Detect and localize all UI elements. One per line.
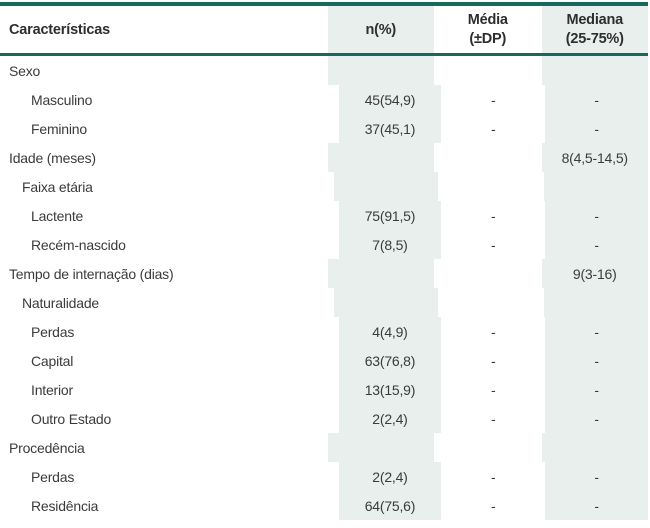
cell-media: - (491, 323, 496, 340)
row-label: Feminino (31, 120, 87, 137)
cell-media: - (491, 120, 496, 137)
header-mediana-line2: (25-75%) (565, 30, 624, 47)
row-label: Lactente (31, 207, 84, 224)
row-label: Outro Estado (31, 410, 112, 427)
table-row-perdas-procedencia: Perdas 2(2,4) - - (0, 462, 648, 491)
cell-media (434, 259, 541, 288)
cell-media: - (491, 468, 496, 485)
cell-n: 2(2,4) (338, 462, 442, 491)
cell-n (334, 172, 439, 201)
row-label: Procedência (9, 439, 85, 456)
cell-mediana: - (545, 317, 648, 346)
table-row-tempo-internacao: Tempo de internação (dias) 9(3-16) (0, 259, 648, 288)
cell-mediana: - (545, 230, 648, 259)
header-media-line2: (±DP) (469, 30, 507, 47)
table-row-lactente: Lactente 75(91,5) - - (0, 201, 648, 230)
cell-mediana: - (545, 462, 648, 491)
header-mediana-line1: Mediana (566, 12, 624, 29)
table-row-perdas-naturalidade: Perdas 4(4,9) - - (0, 317, 648, 346)
header-caracteristicas: Características (9, 21, 110, 38)
header-media-dp: Média (±DP) (434, 6, 541, 53)
cell-n: 75(91,5) (338, 201, 442, 230)
row-label: Residência (31, 497, 99, 514)
cell-n: 63(76,8) (338, 346, 442, 375)
table-row-outro-estado: Outro Estado 2(2,4) - - (0, 404, 648, 433)
table-row-faixa-etaria: Faixa etária (0, 172, 648, 201)
table-row-naturalidade: Naturalidade (0, 288, 648, 317)
row-label: Tempo de internação (dias) (9, 265, 174, 282)
cell-n: 45(54,9) (338, 85, 442, 114)
row-label: Masculino (31, 91, 93, 108)
cell-n: 7(8,5) (338, 230, 442, 259)
cell-media: - (491, 497, 496, 514)
row-label: Perdas (31, 468, 75, 485)
cell-n: 2(2,4) (338, 404, 442, 433)
row-label: Capital (31, 352, 74, 369)
cell-mediana (543, 172, 648, 201)
table-row-residencia: Residência 64(75,6) - - (0, 491, 648, 520)
cell-media: - (491, 381, 496, 398)
table-row-masculino: Masculino 45(54,9) - - (0, 85, 648, 114)
header-mediana: Mediana (25-75%) (541, 6, 648, 53)
cell-mediana: 8(4,5-14,5) (541, 143, 648, 172)
table-body: Sexo Masculino 45(54,9) - - Feminino 37(… (0, 56, 650, 520)
header-n-percent: n(%) (327, 6, 435, 53)
cell-n (327, 56, 435, 85)
cell-media: - (491, 410, 496, 427)
cell-n (334, 288, 439, 317)
table-row-capital: Capital 63(76,8) - - (0, 346, 648, 375)
table-row-interior: Interior 13(15,9) - - (0, 375, 648, 404)
cell-media (438, 288, 543, 317)
cell-n (327, 433, 435, 462)
cell-mediana (543, 288, 648, 317)
cell-media: - (491, 352, 496, 369)
cell-mediana: - (545, 85, 648, 114)
header-divider-rule (0, 53, 648, 56)
cell-n: 13(15,9) (338, 375, 442, 404)
cell-n: 37(45,1) (338, 114, 442, 143)
cell-mediana (541, 56, 648, 85)
row-label: Idade (meses) (9, 149, 96, 166)
row-label: Faixa etária (22, 178, 93, 195)
row-label: Perdas (31, 323, 75, 340)
cell-n (327, 143, 435, 172)
table-row-sexo: Sexo (0, 56, 648, 85)
cell-media: - (491, 91, 496, 108)
cell-n: 64(75,6) (338, 491, 442, 520)
top-rule (0, 2, 648, 6)
row-label: Interior (31, 381, 73, 398)
cell-media (434, 143, 541, 172)
cell-mediana (541, 433, 648, 462)
cell-media (434, 433, 541, 462)
cell-mediana: 9(3-16) (541, 259, 648, 288)
table-row-procedencia: Procedência (0, 433, 648, 462)
table-header-row: Características n(%) Média (±DP) Mediana… (0, 6, 648, 53)
row-label: Recém-nascido (31, 236, 126, 253)
cell-mediana: - (545, 404, 648, 433)
cell-mediana: - (545, 114, 648, 143)
cell-media: - (491, 236, 496, 253)
row-label: Naturalidade (22, 294, 99, 311)
cell-n: 4(4,9) (338, 317, 442, 346)
header-media-line1: Média (467, 12, 508, 29)
cell-media (438, 172, 543, 201)
cell-mediana: - (545, 346, 648, 375)
cell-media: - (491, 207, 496, 224)
table-row-recem-nascido: Recém-nascido 7(8,5) - - (0, 230, 648, 259)
cell-mediana: - (545, 375, 648, 404)
table-row-feminino: Feminino 37(45,1) - - (0, 114, 648, 143)
cell-n (327, 259, 435, 288)
row-label: Sexo (9, 62, 41, 79)
cell-media (434, 56, 541, 85)
cell-mediana: - (545, 491, 648, 520)
cell-mediana: - (545, 201, 648, 230)
table-row-idade: Idade (meses) 8(4,5-14,5) (0, 143, 648, 172)
